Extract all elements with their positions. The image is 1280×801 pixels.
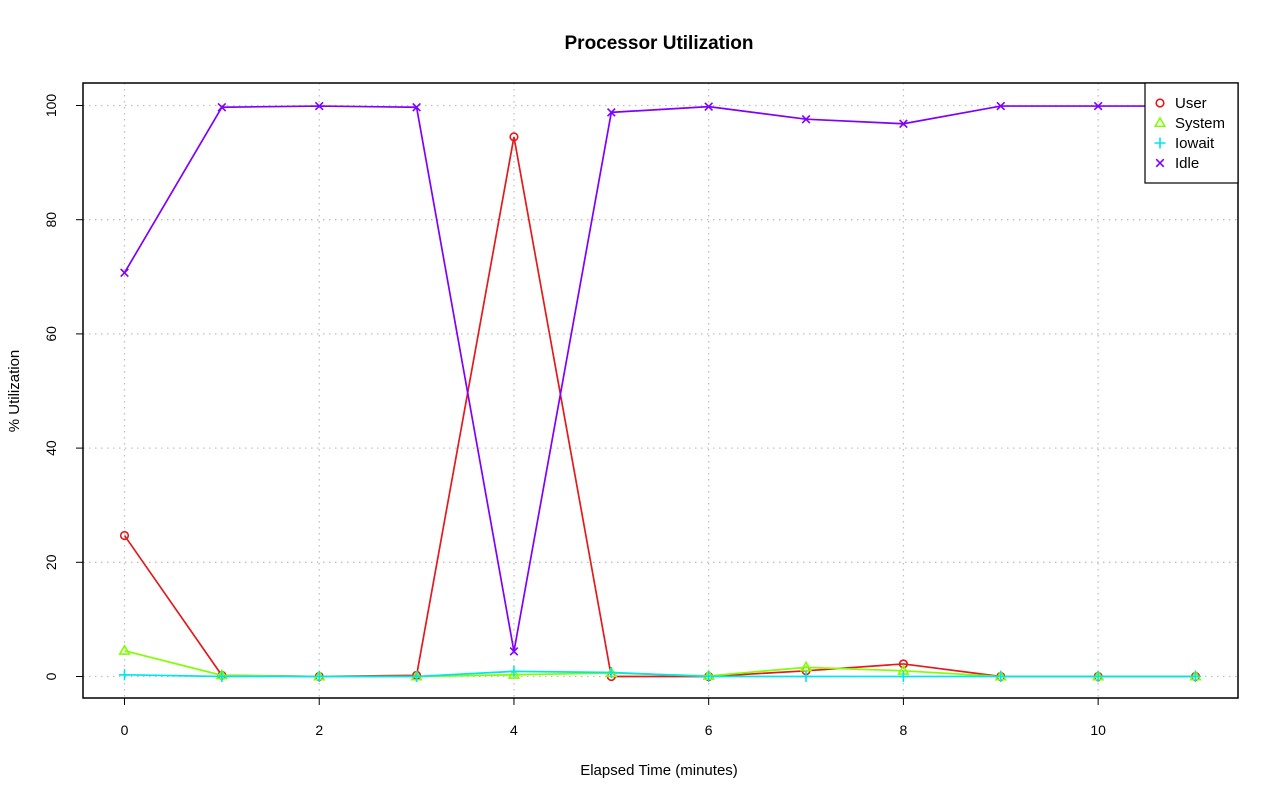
data-point-iowait bbox=[605, 667, 617, 679]
data-point-system bbox=[118, 644, 131, 655]
legend-marker-user bbox=[1155, 98, 1165, 108]
x-tick-label: 8 bbox=[900, 722, 908, 738]
data-point-system bbox=[799, 660, 813, 672]
x-tick-label: 0 bbox=[121, 722, 129, 738]
x-tick-label: 4 bbox=[510, 722, 518, 738]
legend-marker-idle bbox=[1155, 158, 1165, 168]
series-line-system bbox=[124, 649, 1196, 678]
y-tick-label: 0 bbox=[43, 672, 59, 680]
data-point-idle bbox=[996, 101, 1006, 111]
legend-label-user: User bbox=[1175, 95, 1207, 112]
data-point-user bbox=[898, 659, 909, 669]
data-point-iowait bbox=[800, 671, 812, 682]
legend-label-iowait: Iowait bbox=[1175, 135, 1215, 152]
data-point-iowait bbox=[508, 665, 520, 677]
legend-marker-system bbox=[1153, 116, 1167, 128]
y-tick-label: 40 bbox=[43, 440, 59, 456]
series-user bbox=[119, 132, 1201, 682]
y-axis-label: % Utilization bbox=[6, 350, 23, 433]
data-point-idle bbox=[801, 114, 811, 124]
x-tick-label: 10 bbox=[1090, 722, 1106, 738]
data-point-iowait bbox=[995, 671, 1007, 682]
series-line-iowait bbox=[124, 670, 1196, 678]
data-point-iowait bbox=[313, 671, 325, 682]
x-tick-label: 2 bbox=[315, 722, 323, 738]
data-point-user bbox=[509, 132, 519, 142]
data-point-system bbox=[507, 668, 521, 679]
data-point-user bbox=[119, 530, 130, 541]
series-idle bbox=[120, 101, 1200, 656]
data-point-idle bbox=[1093, 101, 1103, 111]
data-point-iowait bbox=[1190, 671, 1201, 682]
data-point-idle bbox=[314, 101, 324, 111]
legend-marker-iowait bbox=[1154, 137, 1166, 149]
data-point-idle bbox=[120, 268, 129, 278]
legend-label-idle: Idle bbox=[1175, 155, 1199, 172]
y-tick-label: 80 bbox=[43, 212, 59, 228]
y-tick-label: 100 bbox=[43, 94, 59, 118]
data-point-idle bbox=[606, 107, 616, 117]
data-point-idle bbox=[899, 119, 908, 129]
data-point-iowait bbox=[897, 671, 909, 682]
legend-label-system: System bbox=[1175, 115, 1225, 132]
data-point-iowait bbox=[703, 671, 715, 682]
series-iowait bbox=[119, 665, 1201, 682]
data-point-idle bbox=[704, 102, 714, 112]
x-axis-label: Elapsed Time (minutes) bbox=[580, 762, 738, 779]
y-tick-label: 60 bbox=[43, 326, 59, 342]
data-point-iowait bbox=[216, 671, 228, 682]
series-line-idle bbox=[123, 105, 1196, 652]
data-point-iowait bbox=[119, 669, 130, 681]
legend: User System Iowait Idle bbox=[1144, 82, 1239, 184]
data-series bbox=[118, 101, 1202, 682]
data-point-idle bbox=[509, 647, 519, 656]
y-tick-label: 20 bbox=[43, 554, 59, 570]
data-point-idle bbox=[217, 102, 227, 112]
plot-frame bbox=[82, 82, 1239, 699]
data-point-iowait bbox=[411, 671, 423, 682]
chart-title: Processor Utilization bbox=[565, 33, 754, 54]
series-line-user bbox=[123, 136, 1196, 678]
grid bbox=[83, 83, 1238, 698]
x-tick-label: 6 bbox=[705, 722, 713, 738]
data-point-idle bbox=[412, 102, 421, 112]
data-point-iowait bbox=[1092, 671, 1104, 682]
